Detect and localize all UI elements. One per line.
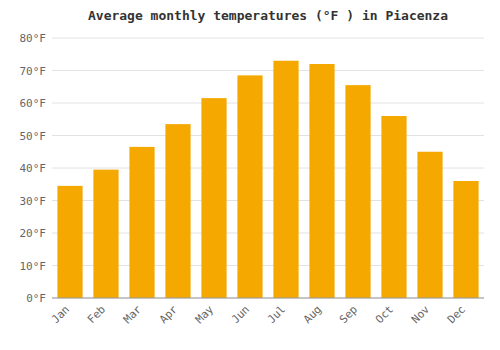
bar <box>273 61 298 298</box>
title: Average monthly temperatures (°F ) in Pi… <box>88 8 448 23</box>
x-tick-label: Apr <box>157 303 181 327</box>
bar <box>453 181 478 298</box>
grid <box>52 38 484 298</box>
x-tick-label: Oct <box>373 303 396 326</box>
y-axis: 0°F 10°F 20°F 30°F 40°F 50°F 60°F 70°F 80°F <box>20 32 47 305</box>
y-tick-label: 40°F <box>20 162 47 175</box>
bar <box>381 116 406 298</box>
x-tick-label: May <box>193 303 217 327</box>
chart: Average monthly temperatures (°F ) in Pi… <box>0 0 500 350</box>
x-axis-line <box>52 298 484 299</box>
bar <box>57 186 82 298</box>
x-tick-label: Sep <box>337 303 360 326</box>
grid-line <box>52 70 484 71</box>
x-tick-label: Nov <box>409 303 433 327</box>
y-tick-label: 20°F <box>20 227 47 240</box>
y-tick-label: 30°F <box>20 195 47 208</box>
y-tick-label: 80°F <box>20 32 47 45</box>
bar <box>237 75 262 298</box>
bar <box>417 152 442 298</box>
grid-line <box>52 298 484 299</box>
y-tick-label: 10°F <box>20 260 47 273</box>
bar <box>129 147 154 298</box>
y-tick-label: 0°F <box>26 292 46 305</box>
bar <box>165 124 190 298</box>
x-axis: Jan Feb Mar Apr May Jun Jul Aug Sep Oct Nov Dec <box>49 303 468 327</box>
y-tick-label: 70°F <box>20 65 47 78</box>
y-tick-label: 60°F <box>20 97 47 110</box>
bar <box>93 170 118 298</box>
page: {"chart_data": {"type": "bar", "title": … <box>0 0 500 350</box>
x-tick-label: Aug <box>301 303 324 326</box>
x-tick-label: Feb <box>85 303 108 326</box>
bars <box>57 61 478 298</box>
x-tick-label: Dec <box>445 303 468 326</box>
grid-line <box>52 135 484 136</box>
grid-line <box>52 38 484 39</box>
x-tick-label: Jul <box>265 303 288 326</box>
x-tick-label: Jun <box>229 303 252 326</box>
x-tick-label: Jan <box>49 303 72 326</box>
bar <box>201 98 226 298</box>
bar <box>309 64 334 298</box>
y-tick-label: 50°F <box>20 130 47 143</box>
grid-line <box>52 103 484 104</box>
x-tick-label: Mar <box>121 303 145 327</box>
bar <box>345 85 370 298</box>
